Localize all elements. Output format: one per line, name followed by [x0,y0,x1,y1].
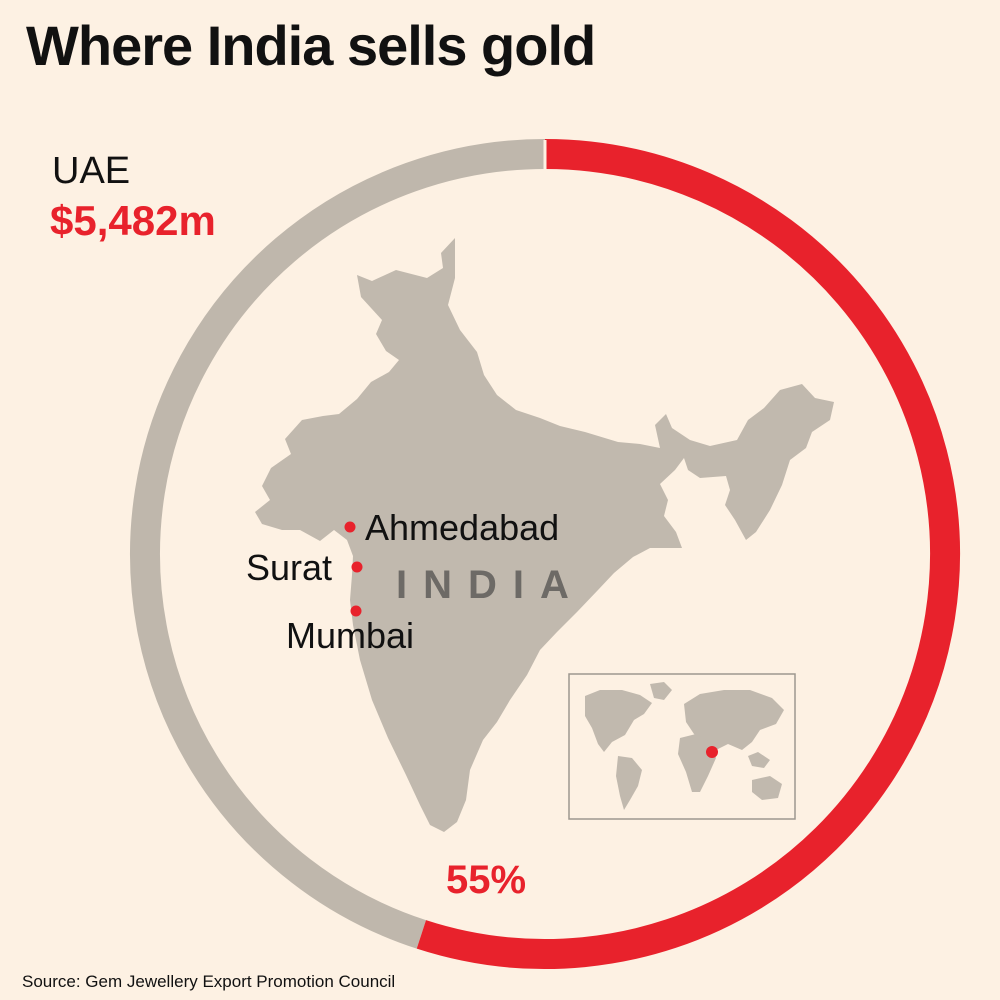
ring-share-arc [416,139,960,969]
source-note: Source: Gem Jewellery Export Promotion C… [22,972,396,991]
city-marker-ahmedabad [344,521,356,533]
inset-africa [678,734,716,792]
city-label-mumbai: Mumbai [286,615,415,656]
world-inset-map [568,673,796,820]
city-marker-mumbai [350,605,362,617]
city-label-surat: Surat [246,547,333,588]
ring-remainder-arc [130,139,546,949]
page-title: Where India sells gold [26,14,596,77]
inset-australia [752,776,782,800]
inset-india-marker [706,746,718,758]
inset-southeast-asia [748,752,770,768]
inset-greenland [650,682,672,700]
share-percentage: 55% [446,858,527,902]
inset-europe-asia [684,690,784,750]
inset-south-america [616,756,642,810]
share-ring [130,139,960,969]
destination-country-label: UAE [52,150,131,192]
country-label: INDIA [396,563,585,607]
city-marker-surat [351,561,363,573]
india-land-shape [255,238,834,832]
destination-value: $5,482m [50,197,216,244]
inset-north-america [585,690,652,752]
city-label-ahmedabad: Ahmedabad [365,507,560,548]
